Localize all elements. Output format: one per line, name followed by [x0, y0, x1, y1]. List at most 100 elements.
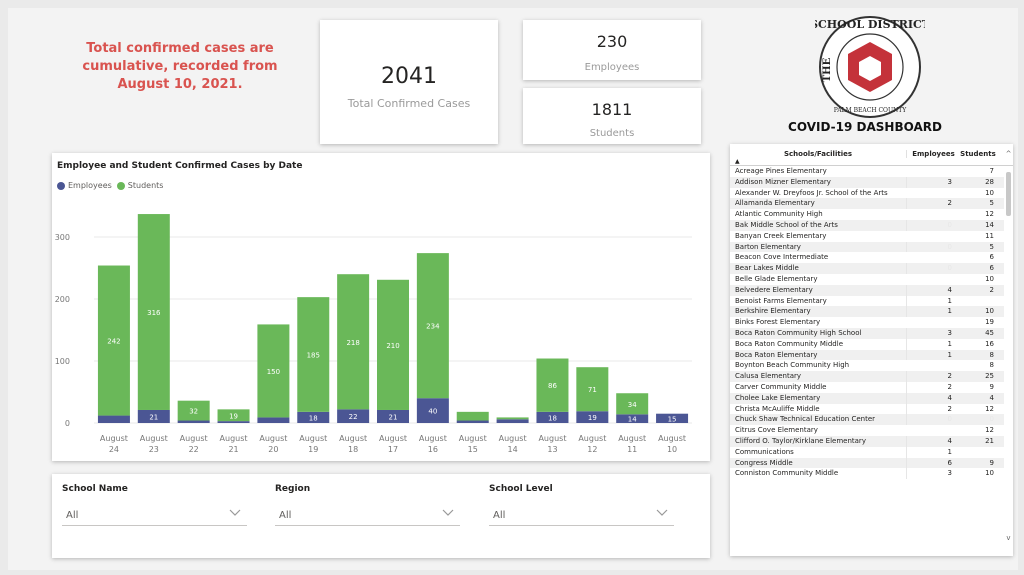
- school-name-cell: Communications: [735, 447, 794, 456]
- bar-employees[interactable]: [297, 411, 330, 423]
- filter-dropdown[interactable]: All: [489, 504, 674, 526]
- legend-employees-label[interactable]: Employees: [68, 181, 112, 190]
- table-row[interactable]: Conniston Community Middle 3 10: [730, 468, 1004, 480]
- table-row[interactable]: Cholee Lake Elementary 4 4: [730, 392, 1004, 404]
- bar-employees[interactable]: [217, 421, 250, 423]
- cumulative-notice: Total confirmed cases are cumulative, re…: [70, 40, 290, 94]
- x-tick-label-month: August: [618, 434, 646, 443]
- scroll-up-icon[interactable]: ^: [1005, 150, 1012, 158]
- table-row[interactable]: Boca Raton Elementary 1 8: [730, 349, 1004, 361]
- school-name-cell: Acreage Pines Elementary: [735, 167, 827, 175]
- table-row[interactable]: Congress Middle 6 9: [730, 457, 1004, 469]
- header-schools[interactable]: Schools/Facilities: [783, 150, 853, 158]
- bar-employees[interactable]: [257, 417, 290, 423]
- table-row[interactable]: Citrus Cove Elementary 12: [730, 425, 1004, 436]
- employees-card[interactable]: 230 Employees: [523, 20, 701, 80]
- bar-students[interactable]: [217, 409, 250, 422]
- employees-label: Employees: [584, 62, 640, 73]
- legend-students-label[interactable]: Students: [127, 181, 164, 190]
- table-row[interactable]: Banyan Creek Elementary 11: [730, 231, 1004, 242]
- bar-students[interactable]: [496, 417, 529, 420]
- table-row[interactable]: Belvedere Elementary 4 2: [730, 284, 1004, 296]
- students-card[interactable]: 1811 Students: [523, 88, 701, 144]
- filter-label: School Level: [489, 484, 553, 494]
- total-cases-card[interactable]: 2041 Total Confirmed Cases: [320, 20, 498, 144]
- bar-students[interactable]: [456, 411, 489, 421]
- table-body: Acreage Pines Elementary 7 Addison Mizner …: [730, 166, 1004, 480]
- notice-line-1: Total confirmed cases are: [86, 41, 274, 56]
- x-tick-label-day: 12: [587, 445, 597, 454]
- table-row[interactable]: Atlantic Community High 12: [730, 209, 1004, 220]
- table-row[interactable]: Boynton Beach Community High 8: [730, 360, 1004, 371]
- bar-students[interactable]: [337, 274, 370, 410]
- table-row[interactable]: Clifford O. Taylor/Kirklane Elementary 4 2…: [730, 435, 1004, 447]
- scroll-thumb[interactable]: [1006, 172, 1011, 216]
- table-row[interactable]: Barton Elementary 0 5: [730, 241, 1004, 253]
- bar-students[interactable]: [97, 265, 130, 416]
- bar-employees[interactable]: [177, 420, 210, 423]
- filter-dropdown[interactable]: All: [275, 504, 460, 526]
- school-name-cell: Clifford O. Taylor/Kirklane Elementary: [735, 436, 866, 445]
- table-row[interactable]: Addison Mizner Elementary 3 28: [730, 176, 1004, 188]
- table-row[interactable]: Christa McAuliffe Middle 2 12: [730, 403, 1004, 415]
- bar-employees[interactable]: [536, 411, 569, 423]
- students-cell: 10: [985, 469, 994, 478]
- bar-employees[interactable]: [496, 419, 529, 423]
- employees-cell: 4: [906, 284, 956, 296]
- bar-students[interactable]: [257, 324, 290, 418]
- table-row[interactable]: Boca Raton Community High School 3 45: [730, 327, 1004, 339]
- table-row[interactable]: Belle Glade Elementary 10: [730, 274, 1004, 285]
- bar-students[interactable]: [416, 253, 449, 399]
- table-row[interactable]: Chuck Shaw Technical Education Center 0 0: [730, 414, 1004, 426]
- header-students[interactable]: Students: [960, 150, 996, 158]
- bar-employees[interactable]: [656, 413, 689, 423]
- table-row[interactable]: Benoist Farms Elementary 1: [730, 295, 1004, 307]
- schools-table[interactable]: Schools/Facilities ▲ Employees Students …: [730, 144, 1013, 556]
- bar-employees[interactable]: [416, 398, 449, 423]
- table-row[interactable]: Berkshire Elementary 1 10: [730, 306, 1004, 318]
- bar-employees[interactable]: [616, 414, 649, 423]
- students-cell: 21: [985, 436, 994, 445]
- table-row[interactable]: Binks Forest Elementary 19: [730, 317, 1004, 328]
- bar-students[interactable]: [177, 400, 210, 421]
- bar-students[interactable]: [137, 214, 170, 410]
- table-row[interactable]: Allamanda Elementary 2 5: [730, 198, 1004, 210]
- table-row[interactable]: Bak Middle School of the Arts 0 14: [730, 219, 1004, 231]
- bar-students[interactable]: [536, 358, 569, 412]
- data-label-students: 34: [628, 401, 637, 409]
- y-tick-label: 200: [55, 295, 70, 304]
- table-scrollbar[interactable]: ^ v: [1004, 144, 1013, 556]
- table-row[interactable]: Boca Raton Community Middle 1 16: [730, 338, 1004, 350]
- header-employees[interactable]: Employees: [906, 150, 960, 158]
- table-row[interactable]: Beacon Cove Intermediate 6: [730, 252, 1004, 263]
- data-label-employees: 15: [668, 415, 677, 423]
- bar-students[interactable]: [377, 279, 409, 410]
- filter-dropdown[interactable]: All: [62, 504, 247, 526]
- table-row[interactable]: Alexander W. Dreyfoos Jr. School of the …: [730, 188, 1004, 199]
- table-row[interactable]: Communications 1: [730, 446, 1004, 458]
- school-name-cell: Boynton Beach Community High: [735, 361, 850, 370]
- table-row[interactable]: Bear Lakes Middle 0 6: [730, 263, 1004, 274]
- bar-students[interactable]: [297, 297, 330, 412]
- bar-employees[interactable]: [377, 409, 409, 423]
- employees-cell: 4: [906, 435, 956, 447]
- bar-employees[interactable]: [137, 409, 170, 423]
- school-name-cell: Belvedere Elementary: [735, 285, 813, 294]
- table-row[interactable]: Acreage Pines Elementary 7: [730, 166, 1004, 177]
- scroll-down-icon[interactable]: v: [1006, 534, 1011, 542]
- table-row[interactable]: Calusa Elementary 2 25: [730, 371, 1004, 382]
- x-tick-label-day: 19: [308, 445, 318, 454]
- legend-employees-dot: [57, 181, 65, 190]
- table-row[interactable]: Carver Community Middle 2 9: [730, 381, 1004, 393]
- bar-employees[interactable]: [456, 420, 489, 423]
- y-tick-label: 0: [65, 419, 70, 428]
- x-tick-label-month: August: [578, 434, 606, 443]
- bar-employees[interactable]: [576, 411, 609, 423]
- bar-students[interactable]: [576, 367, 609, 412]
- bar-employees[interactable]: [97, 415, 130, 423]
- data-label-students: 210: [386, 342, 399, 350]
- bar-students[interactable]: [616, 393, 649, 415]
- school-name-cell: Boca Raton Community Middle: [735, 339, 843, 348]
- school-name-cell: Bak Middle School of the Arts: [735, 220, 838, 229]
- bar-employees[interactable]: [337, 409, 370, 423]
